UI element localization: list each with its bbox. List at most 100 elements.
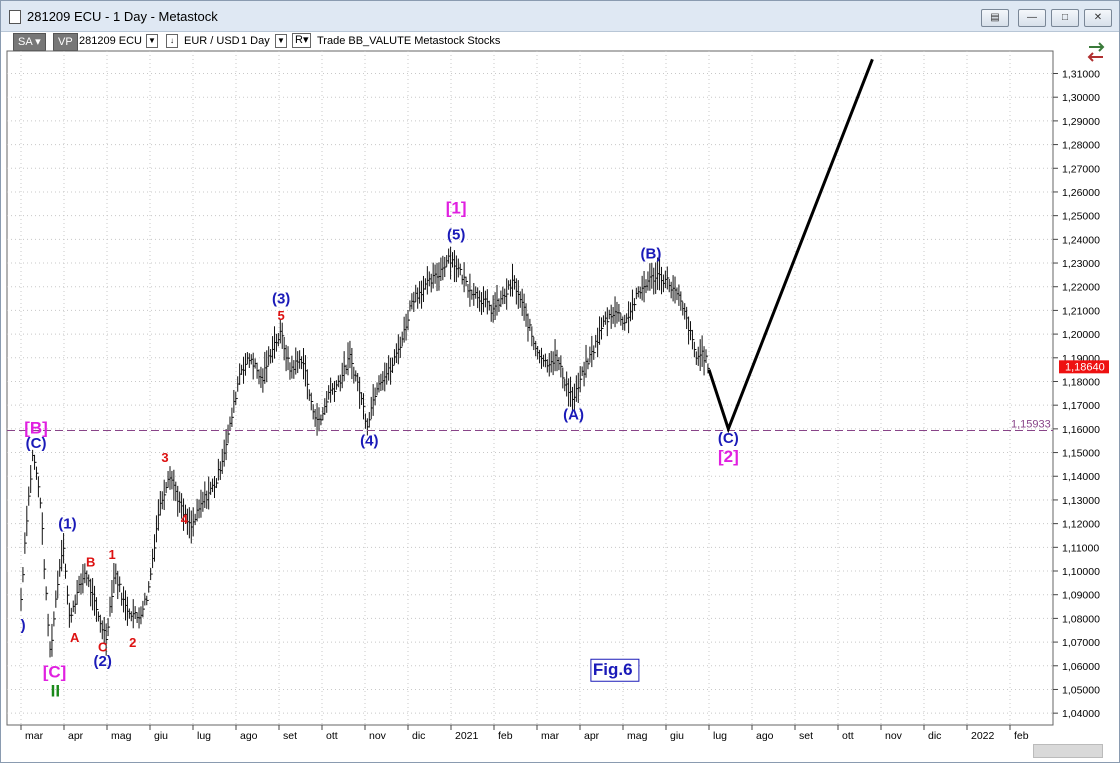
x-tick-label: dic	[412, 730, 425, 742]
horizontal-scrollbar[interactable]	[1033, 744, 1103, 758]
wave-label: (3)	[272, 290, 290, 307]
y-tick-label: 1,31000	[1062, 69, 1100, 81]
wave-label: [1]	[446, 198, 467, 217]
x-tick-label: lug	[197, 730, 211, 742]
x-tick-label: mar	[541, 730, 560, 742]
x-tick-label: set	[283, 730, 297, 742]
wave-label: A	[70, 630, 80, 645]
y-tick-label: 1,21000	[1062, 305, 1100, 317]
y-tick-label: 1,16000	[1062, 424, 1100, 436]
x-tick-label: apr	[68, 730, 84, 742]
close-button[interactable]: ✕	[1084, 9, 1112, 27]
y-tick-label: 1,14000	[1062, 471, 1100, 483]
maximize-button[interactable]: □	[1051, 9, 1079, 27]
wave-label: )	[21, 617, 26, 634]
wave-label: (B)	[641, 245, 662, 262]
minimize-button[interactable]: —	[1018, 9, 1046, 27]
x-tick-label: ott	[326, 730, 338, 742]
x-tick-label: giu	[670, 730, 684, 742]
wave-label: 3	[161, 450, 168, 465]
pair-label: EUR / USD	[184, 35, 240, 47]
window-title: 281209 ECU - 1 Day - Metastock	[27, 9, 218, 24]
x-tick-label: mag	[111, 730, 132, 742]
wave-label: (2)	[94, 653, 112, 670]
y-tick-label: 1,13000	[1062, 495, 1100, 507]
wave-label: (1)	[58, 515, 76, 532]
grid-lines	[7, 51, 1053, 725]
wave-label: 1	[109, 547, 116, 562]
toolbar-links: Trade BB_VALUTE Metastock Stocks	[317, 35, 501, 47]
wave-label: (5)	[447, 226, 465, 243]
wave-label: 2	[129, 635, 136, 650]
y-tick-label: 1,29000	[1062, 116, 1100, 128]
r-button[interactable]: R▾	[292, 33, 312, 48]
wave-label: (C)	[26, 435, 47, 452]
title-bar: 281209 ECU - 1 Day - Metastock ▤ — □ ✕	[1, 1, 1119, 32]
y-tick-label: 1,25000	[1062, 211, 1100, 223]
y-tick-label: 1,30000	[1062, 92, 1100, 104]
y-tick-label: 1,23000	[1062, 258, 1100, 270]
x-tick-label: giu	[154, 730, 168, 742]
price-chart[interactable]: [B](C)(1)B 1AC 2(2)[C]II34(3)5(4)[1](5)(A)…	[1, 31, 1119, 761]
plot-area	[6, 50, 1054, 726]
wave-label: 5	[278, 308, 285, 323]
pair-dropdown-icon[interactable]: ↓	[166, 33, 178, 49]
wave-label: C	[98, 640, 108, 655]
y-tick-label: 1,27000	[1062, 163, 1100, 175]
vp-button[interactable]: VP	[53, 33, 78, 51]
symbol-label: 281209 ECU	[79, 35, 142, 47]
wave-label: (4)	[360, 432, 378, 449]
y-tick-label: 1,20000	[1062, 329, 1100, 341]
wave-label: B	[86, 554, 95, 569]
y-tick-label: 1,26000	[1062, 187, 1100, 199]
wave-labels: [B](C)(1)B 1AC 2(2)[C]II34(3)5(4)[1](5)(A)…	[21, 198, 739, 700]
wave-label: (C)	[718, 430, 739, 447]
wave-label: [B]	[24, 419, 48, 438]
y-tick-label: 1,04000	[1062, 708, 1100, 720]
x-tick-label: dic	[928, 730, 941, 742]
x-tick-label: set	[799, 730, 813, 742]
y-tick-label: 1,11000	[1062, 542, 1099, 554]
y-tick-label: 1,15000	[1062, 448, 1100, 460]
x-tick-label: nov	[369, 730, 387, 742]
y-tick-label: 1,09000	[1062, 590, 1100, 602]
x-tick-label: ott	[842, 730, 854, 742]
period-label: 1 Day	[241, 35, 270, 47]
x-tick-label: 2022	[971, 730, 995, 742]
y-tick-label: 1,28000	[1062, 140, 1100, 152]
y-axis-ticks: 1,04000 1,05000 1,06000 1,07000 1,08000 1,090…	[1053, 69, 1100, 720]
arrows-icon[interactable]	[1087, 42, 1105, 62]
projection-line	[707, 58, 874, 434]
x-tick-label: feb	[498, 730, 513, 742]
y-tick-label: 1,18000	[1062, 376, 1100, 388]
y-tick-label: 1,24000	[1062, 234, 1100, 246]
support-value-label: 1,15933	[1011, 418, 1051, 430]
wave-label: (A)	[563, 406, 584, 423]
wave-label: [2]	[718, 447, 739, 466]
y-tick-label: 1,08000	[1062, 613, 1100, 625]
restore-icon[interactable]: ▤	[981, 9, 1009, 27]
y-tick-label: 1,22000	[1062, 282, 1100, 294]
x-tick-label: lug	[713, 730, 727, 742]
x-tick-label: nov	[885, 730, 903, 742]
wave-label: 4	[181, 512, 189, 527]
y-tick-label: 1,07000	[1062, 637, 1100, 649]
x-tick-label: feb	[1014, 730, 1029, 742]
wave-label: II	[51, 682, 60, 701]
x-tick-label: mag	[627, 730, 648, 742]
y-tick-label: 1,10000	[1062, 566, 1100, 578]
current-price-label: 1,18640	[1065, 361, 1105, 373]
y-tick-label: 1,17000	[1062, 400, 1100, 412]
symbol-dropdown[interactable]: ▼	[146, 33, 158, 49]
current-price-badge	[1059, 360, 1109, 374]
wave-label: [C]	[43, 663, 67, 682]
x-tick-label: apr	[584, 730, 600, 742]
x-tick-label: mar	[25, 730, 44, 742]
x-tick-label: 2021	[455, 730, 479, 742]
x-tick-label: ago	[240, 730, 258, 742]
y-tick-label: 1,06000	[1062, 661, 1100, 673]
price-bars	[20, 246, 710, 658]
fig-label: Fig.6	[593, 660, 633, 679]
period-dropdown[interactable]: ▼	[275, 33, 287, 49]
window-icon	[9, 10, 21, 24]
